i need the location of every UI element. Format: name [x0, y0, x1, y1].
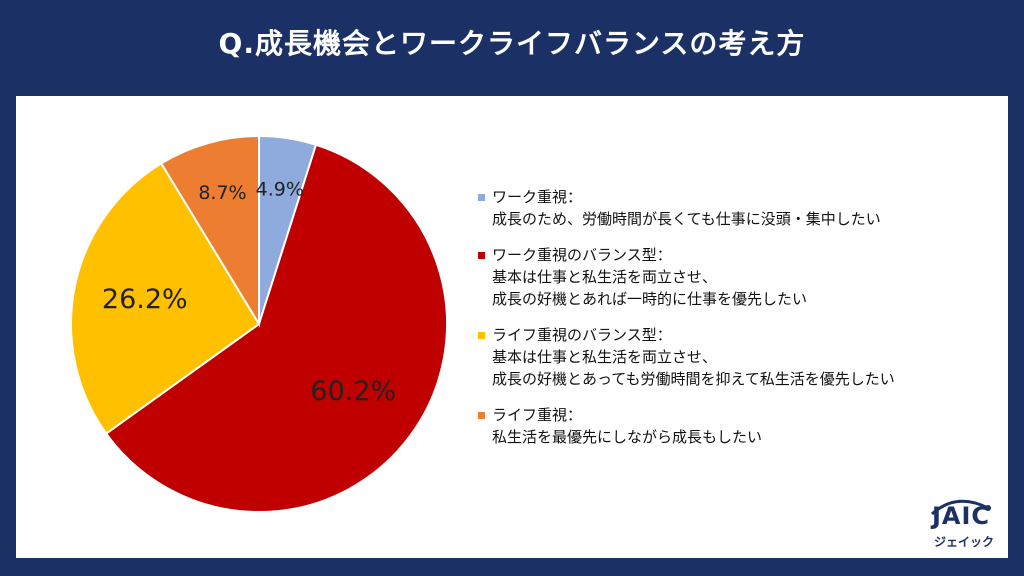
- legend-item-2: ワーク重視のバランス型： 基本は仕事と私生活を両立させ、成長の好機とあれば一時的に…: [478, 244, 998, 310]
- slice-data-label-4: 8.7%: [198, 182, 246, 204]
- logo-subtext: ジェイック: [934, 535, 995, 549]
- legend-swatch: [478, 251, 485, 259]
- legend-heading: ワーク重視：: [478, 186, 998, 208]
- slice-data-label-3: 26.2%: [102, 284, 188, 315]
- legend-description-line: 成長の好機とあれば一時的に仕事を優先したい: [492, 290, 808, 308]
- page-title: Q.成長機会とワークライフバランスの考え方: [218, 27, 806, 60]
- legend-label: ライフ重視のバランス型：: [492, 326, 672, 344]
- pie-slice-3: [70, 162, 261, 435]
- slice-data-label-2: 60.2%: [310, 376, 396, 407]
- legend-item-4: ライフ重視： 私生活を最優先にしながら成長もしたい: [478, 404, 998, 448]
- legend-heading: ライフ重視：: [478, 404, 998, 426]
- legend-heading: ライフ重視のバランス型：: [478, 324, 998, 346]
- legend-swatch: [478, 193, 485, 201]
- legend-heading: ワーク重視のバランス型：: [478, 244, 998, 266]
- legend-swatch: [478, 411, 485, 419]
- slice-data-label-1: 4.9%: [256, 179, 304, 201]
- legend-description-line: 基本は仕事と私生活を両立させ、: [492, 348, 718, 366]
- legend-swatch: [478, 331, 485, 339]
- pie-chart: 4.9% 60.2% 26.2% 8.7%: [70, 134, 448, 513]
- chart-legend: ワーク重視： 成長のため、労働時間が長くても仕事に没頭・集中したい ワーク重視のバラ…: [478, 186, 998, 462]
- legend-item-1: ワーク重視： 成長のため、労働時間が長くても仕事に没頭・集中したい: [478, 186, 998, 230]
- logo-text: JAIC: [932, 502, 991, 530]
- legend-description-line: 基本は仕事と私生活を両立させ、: [492, 268, 718, 286]
- legend-label: ワーク重視のバランス型：: [492, 246, 672, 264]
- legend-description-line: 成長のため、労働時間が長くても仕事に没頭・集中したい: [492, 210, 881, 228]
- legend-description-line: 私生活を最優先にしながら成長もしたい: [492, 428, 763, 446]
- legend-description-line: 成長の好機とあっても労働時間を抑えて私生活を優先したい: [492, 370, 895, 388]
- company-logo: JAIC ジェイック: [926, 499, 1006, 552]
- legend-label: ワーク重視：: [492, 188, 583, 206]
- logo-arc-icon: [930, 499, 991, 516]
- legend-item-3: ライフ重視のバランス型： 基本は仕事と私生活を両立させ、成長の好機とあっても労働時…: [478, 324, 998, 390]
- pie-slice-2: [104, 143, 448, 513]
- legend-label: ライフ重視：: [492, 406, 583, 424]
- pie-slice-4: [159, 134, 260, 328]
- chart-panel: 4.9% 60.2% 26.2% 8.7% ワーク重視： 成長のため、労働時間が長くても…: [16, 96, 1008, 558]
